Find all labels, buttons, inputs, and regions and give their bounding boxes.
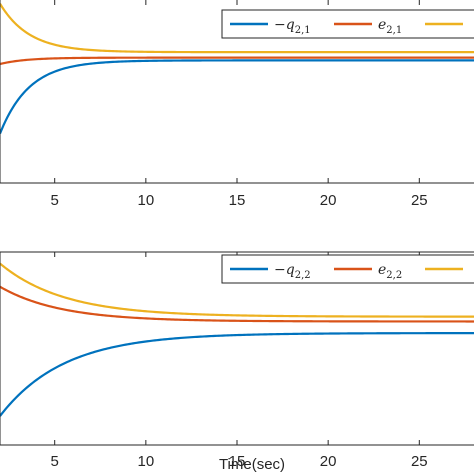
bottom-xtick-label: 25 [411, 453, 428, 470]
bottom-legend-symbol: e [378, 262, 386, 278]
bottom-legend-subscript: 2,2 [386, 270, 402, 281]
top-panel: 5 10 15 20 25 −q2,1 e2,1 [0, 0, 474, 209]
bottom-xtick-label: 15 [229, 453, 246, 470]
bottom-series-line-0 [0, 332, 474, 417]
bottom-xticks: 5 10 15 20 25 [51, 252, 428, 470]
top-legend-label-1: e2,1 [378, 17, 402, 36]
x-axis-label: Time(sec) [219, 456, 285, 473]
bottom-panel: 5 10 15 20 25 −q2,2 e2,2 Time(sec) [0, 251, 474, 473]
top-xtick-label: 10 [138, 192, 155, 209]
bottom-xtick-label: 5 [51, 453, 59, 470]
bottom-xtick-label: 10 [138, 453, 155, 470]
bottom-legend-label-0: −q2,2 [274, 262, 311, 281]
bottom-series-line-1 [0, 285, 474, 323]
top-legend-symbol: −q [274, 17, 295, 33]
top-legend-subscript: 2,1 [295, 25, 311, 36]
top-series-line-0 [0, 59, 474, 135]
bottom-series-line-2 [0, 262, 474, 318]
top-series-line-2 [0, 3, 474, 54]
bottom-plot-area [0, 262, 474, 417]
bottom-legend: −q2,2 e2,2 [221, 254, 474, 284]
top-series-line-1 [0, 56, 474, 66]
top-legend-subscript: 2,1 [386, 25, 402, 36]
bottom-xtick-label: 20 [320, 453, 337, 470]
top-plot-area [0, 3, 474, 135]
top-xtick-label: 5 [51, 192, 59, 209]
bottom-legend-label-1: e2,2 [378, 262, 402, 281]
top-legend-label-0: −q2,1 [274, 17, 311, 36]
top-xtick-label: 25 [411, 192, 428, 209]
top-legend-symbol: e [378, 17, 386, 33]
top-xtick-label: 15 [229, 192, 246, 209]
top-xtick-label: 20 [320, 192, 337, 209]
bottom-legend-subscript: 2,2 [295, 270, 311, 281]
top-legend: −q2,1 e2,1 [221, 9, 474, 39]
bottom-legend-symbol: −q [274, 262, 295, 278]
top-xticks: 5 10 15 20 25 [51, 0, 428, 209]
